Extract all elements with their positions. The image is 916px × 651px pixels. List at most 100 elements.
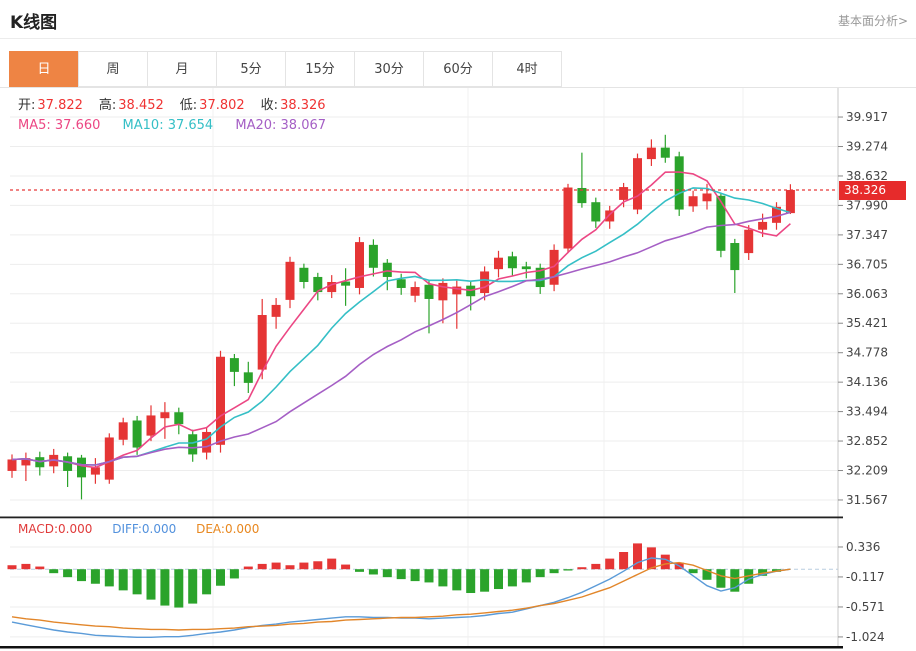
axis-tick-label: 37.347 [846,228,888,242]
candle-body [535,267,545,288]
interval-tab-3[interactable]: 5分 [216,51,286,87]
candle-body [355,242,364,288]
candle-body [90,467,100,475]
macd-bar [118,569,128,591]
interval-tab-2[interactable]: 月 [147,51,217,87]
macd-bar [452,569,462,591]
macd-bar [410,569,420,582]
candle-body [327,281,337,293]
candle-body [368,244,378,268]
candle-body [229,358,239,372]
interval-tab-7[interactable]: 4时 [492,51,562,87]
candle-body [744,229,754,254]
current-price-badge: 38.326 [839,181,906,200]
candle-body [243,372,253,383]
axis-tick-label: 39.274 [846,140,888,154]
ma20-value: 38.067 [280,118,327,133]
candle-body [758,221,768,230]
macd-bar [466,569,476,594]
axis-tick-label: 34.136 [846,375,888,389]
axis-tick-label: 31.567 [846,493,888,507]
interval-tab-1[interactable]: 周 [78,51,148,87]
axis-tick-label: -0.117 [846,570,885,584]
candle-body [285,261,295,300]
macd-bar [521,569,531,583]
fundamental-analysis-link[interactable]: 基本面分析> [837,14,908,28]
close-label: 收: [260,98,279,113]
macd-bar [480,569,490,592]
macd-bar [382,569,392,578]
macd-bar [49,569,59,574]
candle-body [507,256,517,269]
macd-bar [313,561,323,570]
ma10-line [11,187,791,466]
macd-bar [633,543,642,570]
diff-label: DIFF: [112,522,142,536]
macd-bar [702,569,712,580]
axis-tick-label: 0.336 [846,540,880,554]
macd-panel [7,543,838,638]
axis-tick-label: 32.852 [846,434,888,448]
candle-body [341,281,351,286]
interval-tab-5[interactable]: 30分 [354,51,424,87]
candle-body [702,193,712,202]
ma20-label: MA20: [235,118,277,133]
macd-bar [271,562,281,570]
axis-tick-label: 38.632 [846,169,888,183]
candle-body [494,257,503,270]
candle-body [716,195,726,251]
candle-body [104,437,114,480]
candle-body [424,284,434,299]
dea-line [11,561,791,631]
ma10-label: MA10: [122,118,164,133]
macd-label: MACD: [18,522,59,536]
panel-separators [0,516,843,649]
open-value: 37.822 [37,98,83,113]
ma5-label: MA5: [18,118,51,133]
candle-body [646,147,656,160]
ma5-line [11,171,791,469]
candle-body [688,196,698,207]
axis-tick-label: 37.990 [846,198,888,212]
candle-body [480,271,490,294]
candle-body [633,158,642,210]
candle-body [730,243,740,271]
interval-tab-0[interactable]: 日 [9,51,79,87]
candle-body [438,282,448,301]
low-value: 37.802 [199,98,245,113]
macd-bar [730,569,740,592]
interval-tabbar: 日周月 5分 15分 30分 60分 4时 [9,51,562,87]
ohlc-readout: 开: 37.822 高: 38.452 低: 37.802 收: 38.326 [18,94,342,113]
macd-bar [327,558,337,570]
macd-bar [104,569,114,587]
axis-tick-label: -0.571 [846,600,885,614]
candle-body [299,267,309,282]
candle-body [521,266,531,270]
dea-label: DEA: [196,522,225,536]
axis-tick-label: -1.024 [846,630,885,644]
macd-bar [591,563,601,570]
macd-bar [146,569,156,600]
macd-bar [396,569,406,580]
macd-bar [299,562,309,570]
dea-value: 0.000 [224,522,260,536]
macd-bar [507,569,517,587]
ma5-value: 37.660 [54,118,101,133]
candle-body [160,412,170,419]
macd-bar [424,569,434,583]
y-axis: 39.917 39.274 38.632 37.990 37.347 36.705 36.0… [837,88,888,647]
candle-body [313,276,323,293]
candle-body [202,431,212,453]
candle-body [174,412,184,425]
axis-tick-label: 39.917 [846,110,888,124]
diff-value: 0.000 [141,522,177,536]
high-label: 高: [98,98,117,113]
macd-bar [188,569,198,604]
open-label: 开: [18,98,36,113]
axis-tick-label: 32.209 [846,464,888,478]
title-divider [0,38,916,39]
interval-tab-4[interactable]: 15分 [285,51,355,87]
interval-tab-6[interactable]: 60分 [423,51,493,87]
